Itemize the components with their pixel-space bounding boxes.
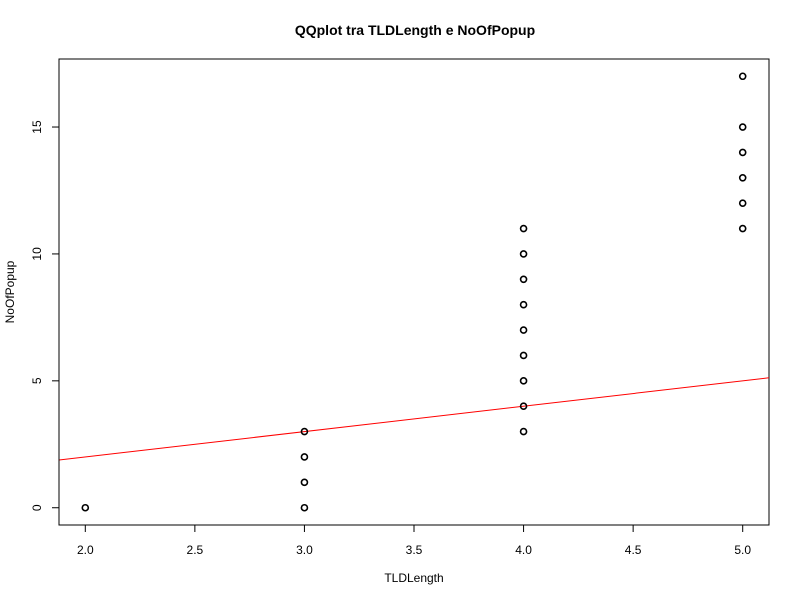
y-tick-label: 5 — [30, 377, 44, 384]
y-axis: 0 5 10 15 — [30, 120, 60, 511]
y-tick-label: 10 — [30, 247, 44, 261]
reference-line-layer — [59, 377, 769, 461]
data-point — [300, 427, 309, 436]
data-point — [519, 300, 528, 309]
data-point — [300, 478, 309, 487]
x-tick-label: 4.0 — [515, 543, 532, 557]
data-point — [738, 224, 747, 233]
x-tick-label: 3.0 — [296, 543, 313, 557]
x-tick-label: 4.5 — [625, 543, 642, 557]
data-point — [738, 123, 747, 131]
x-tick-label: 5.0 — [734, 543, 751, 557]
data-point — [738, 148, 747, 157]
data-point — [519, 250, 528, 258]
y-tick-label: 0 — [30, 504, 44, 511]
data-point — [519, 275, 528, 284]
plot-frame — [58, 58, 770, 526]
x-axis: 2.0 2.5 3.0 3.5 4.0 4.5 5.0 — [77, 524, 751, 557]
y-tick-label: 15 — [30, 120, 44, 134]
y-axis-label: NoOfPopup — [3, 260, 17, 323]
data-point — [738, 199, 747, 207]
data-point — [300, 453, 309, 461]
x-tick-label: 2.5 — [187, 543, 204, 557]
data-point — [300, 503, 309, 512]
x-tick-label: 3.5 — [406, 543, 423, 557]
data-point — [81, 503, 90, 512]
data-point — [519, 326, 528, 334]
x-axis-label: TLDLength — [384, 571, 443, 585]
reference-line — [59, 377, 769, 461]
data-point — [738, 72, 747, 81]
points-layer — [81, 72, 747, 512]
data-point — [519, 377, 528, 385]
data-point — [519, 351, 528, 360]
x-tick-label: 2.0 — [77, 543, 94, 557]
chart-title: QQplot tra TLDLength e NoOfPopup — [295, 22, 535, 38]
data-point — [519, 402, 528, 411]
data-point — [738, 173, 747, 182]
data-point — [519, 224, 528, 233]
data-point — [519, 427, 528, 436]
